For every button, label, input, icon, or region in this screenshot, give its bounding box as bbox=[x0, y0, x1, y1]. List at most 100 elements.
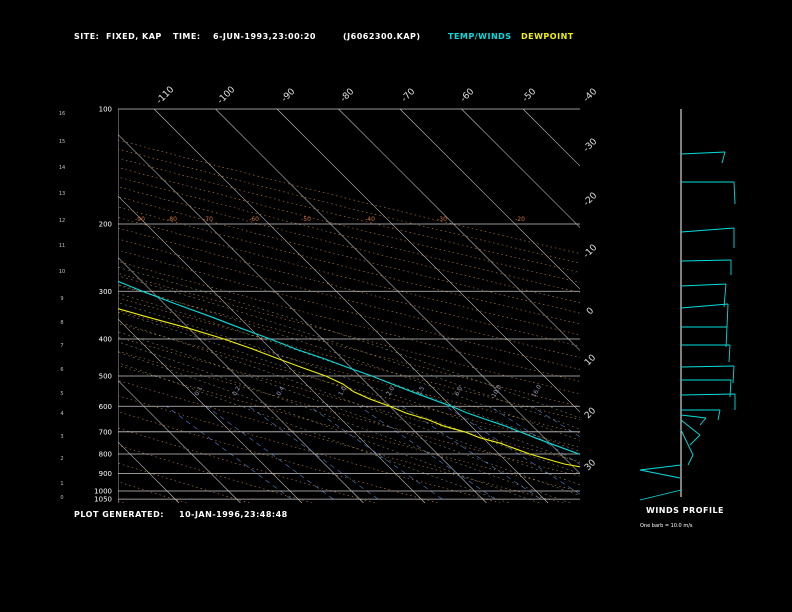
isotherm-line bbox=[153, 109, 549, 503]
dry-adiabat-label: -80 bbox=[167, 216, 177, 223]
top-temp-label: -70 bbox=[400, 87, 418, 105]
dry-adiabat bbox=[118, 462, 250, 503]
mixing-ratio-line bbox=[166, 406, 292, 500]
diagram-background-lines bbox=[0, 109, 580, 503]
dry-adiabat bbox=[118, 272, 580, 395]
wind-barb-staff bbox=[680, 365, 735, 368]
mixing-ratio-label: 6.0 bbox=[453, 385, 464, 397]
moist-adiabat bbox=[118, 275, 580, 430]
isotherm-line bbox=[399, 109, 580, 290]
dry-adiabat bbox=[118, 206, 580, 325]
pressure-tick-label: 1000 bbox=[94, 488, 112, 496]
altitude-tick-label: 3 bbox=[60, 434, 63, 440]
wind-barb-staff bbox=[680, 283, 727, 287]
time-value: 6-JUN-1993,23:00:20 bbox=[213, 32, 316, 41]
altitude-tick-label: 5 bbox=[60, 391, 63, 397]
moist-adiabat bbox=[118, 267, 580, 419]
right-temp-label: 10 bbox=[583, 353, 598, 368]
mixing-ratio-label: 0.2 bbox=[231, 385, 242, 397]
top-temp-label: -60 bbox=[459, 87, 477, 105]
mixing-ratio-line bbox=[401, 406, 541, 500]
dry-adiabat bbox=[118, 186, 580, 304]
wind-barb-flag bbox=[723, 283, 727, 308]
top-temp-label: -110 bbox=[155, 85, 177, 107]
mixing-ratio-line bbox=[309, 406, 443, 500]
winds-profile-title: WINDS PROFILE bbox=[646, 506, 725, 515]
dry-adiabat bbox=[118, 380, 564, 503]
mixing-ratio-line bbox=[489, 406, 580, 465]
dry-adiabat bbox=[118, 395, 501, 503]
moist-adiabat bbox=[118, 293, 580, 452]
wind-barb-flag bbox=[732, 365, 735, 384]
wind-barb-flag bbox=[699, 417, 707, 426]
dry-adiabat bbox=[118, 297, 580, 421]
dry-adiabat bbox=[118, 148, 580, 264]
pressure-tick-label: 100 bbox=[99, 106, 112, 114]
isotherm-line bbox=[118, 318, 303, 503]
top-temp-label: -90 bbox=[280, 87, 298, 105]
pressure-tick-label: 600 bbox=[99, 403, 112, 411]
dry-adiabat bbox=[118, 336, 580, 462]
mixing-ratio-label: 0.4 bbox=[275, 385, 286, 397]
wind-barb-flag bbox=[725, 326, 728, 348]
legend-temp-winds: TEMP/WINDS bbox=[448, 32, 512, 41]
pressure-tick-label: 700 bbox=[99, 428, 112, 436]
legend-dewpoint: DEWPOINT bbox=[521, 32, 574, 41]
right-temp-label: 30 bbox=[583, 458, 598, 473]
wind-barb-flag bbox=[728, 344, 731, 363]
altitude-tick-label: 15 bbox=[59, 139, 65, 145]
wind-barb-flag bbox=[721, 151, 726, 164]
altitude-tick-label: 10 bbox=[59, 269, 65, 275]
plot-generated-value: 10-JAN-1996,23:48:48 bbox=[179, 510, 288, 519]
wind-barb-flag bbox=[717, 409, 721, 421]
axis-labels: 1002003004005006007008009001000105001234… bbox=[59, 85, 600, 504]
dry-adiabat bbox=[118, 139, 580, 254]
isotherm-line bbox=[338, 109, 580, 351]
profiles bbox=[118, 280, 580, 468]
site-value: FIXED, KAP bbox=[106, 32, 162, 41]
dry-adiabat-label: -70 bbox=[203, 216, 213, 223]
wind-barb-staff bbox=[680, 151, 726, 155]
isobar-lines bbox=[118, 108, 580, 500]
wind-barb-flag bbox=[733, 181, 736, 205]
isotherm-line bbox=[215, 109, 580, 474]
right-temp-label: -10 bbox=[582, 243, 600, 261]
dry-adiabat bbox=[0, 113, 61, 503]
mixing-ratio-label: 2.0 bbox=[385, 385, 396, 397]
dry-adiabat bbox=[118, 176, 580, 293]
wind-barb-flag bbox=[687, 454, 694, 466]
file-name: (J6062300.KAP) bbox=[343, 32, 421, 41]
wind-barb-staff bbox=[680, 303, 729, 309]
wind-barb-flag bbox=[639, 469, 681, 479]
moist-adiabat bbox=[118, 311, 580, 475]
moist-adiabat bbox=[118, 341, 571, 503]
dry-adiabat bbox=[118, 323, 580, 448]
wind-barb-staff bbox=[680, 393, 736, 396]
moist-adiabat bbox=[118, 321, 580, 486]
dry-adiabat bbox=[118, 157, 580, 273]
dry-adiabat bbox=[118, 249, 580, 370]
right-temp-label: -30 bbox=[582, 137, 600, 155]
wind-barb-staff bbox=[639, 464, 682, 471]
altitude-tick-label: 8 bbox=[60, 320, 63, 326]
mixing-ratio-label: 3.5 bbox=[415, 385, 426, 397]
altitude-tick-label: 4 bbox=[60, 411, 63, 417]
altitude-tick-label: 16 bbox=[59, 111, 65, 117]
pressure-tick-label: 900 bbox=[99, 470, 112, 478]
altitude-tick-label: 11 bbox=[59, 243, 65, 249]
isotherm-line bbox=[118, 380, 241, 503]
altitude-tick-label: 1 bbox=[60, 481, 63, 487]
mixing-ratio-label: 0.1 bbox=[193, 385, 204, 397]
moist-adiabat bbox=[118, 284, 580, 441]
moist-adiabat bbox=[118, 302, 580, 464]
pressure-tick-label: 300 bbox=[99, 288, 112, 296]
time-label: TIME: bbox=[173, 32, 201, 41]
wind-barb-staff bbox=[639, 489, 682, 501]
wind-profile-panel bbox=[639, 109, 736, 501]
dry-adiabat bbox=[118, 238, 580, 358]
barb-scale-note: One barb = 10.0 m/s bbox=[640, 523, 693, 529]
altitude-tick-label: 6 bbox=[60, 367, 63, 373]
mixing-ratio-line bbox=[531, 406, 580, 438]
wind-barb-staff bbox=[680, 227, 735, 233]
altitude-tick-label: 2 bbox=[60, 456, 63, 462]
